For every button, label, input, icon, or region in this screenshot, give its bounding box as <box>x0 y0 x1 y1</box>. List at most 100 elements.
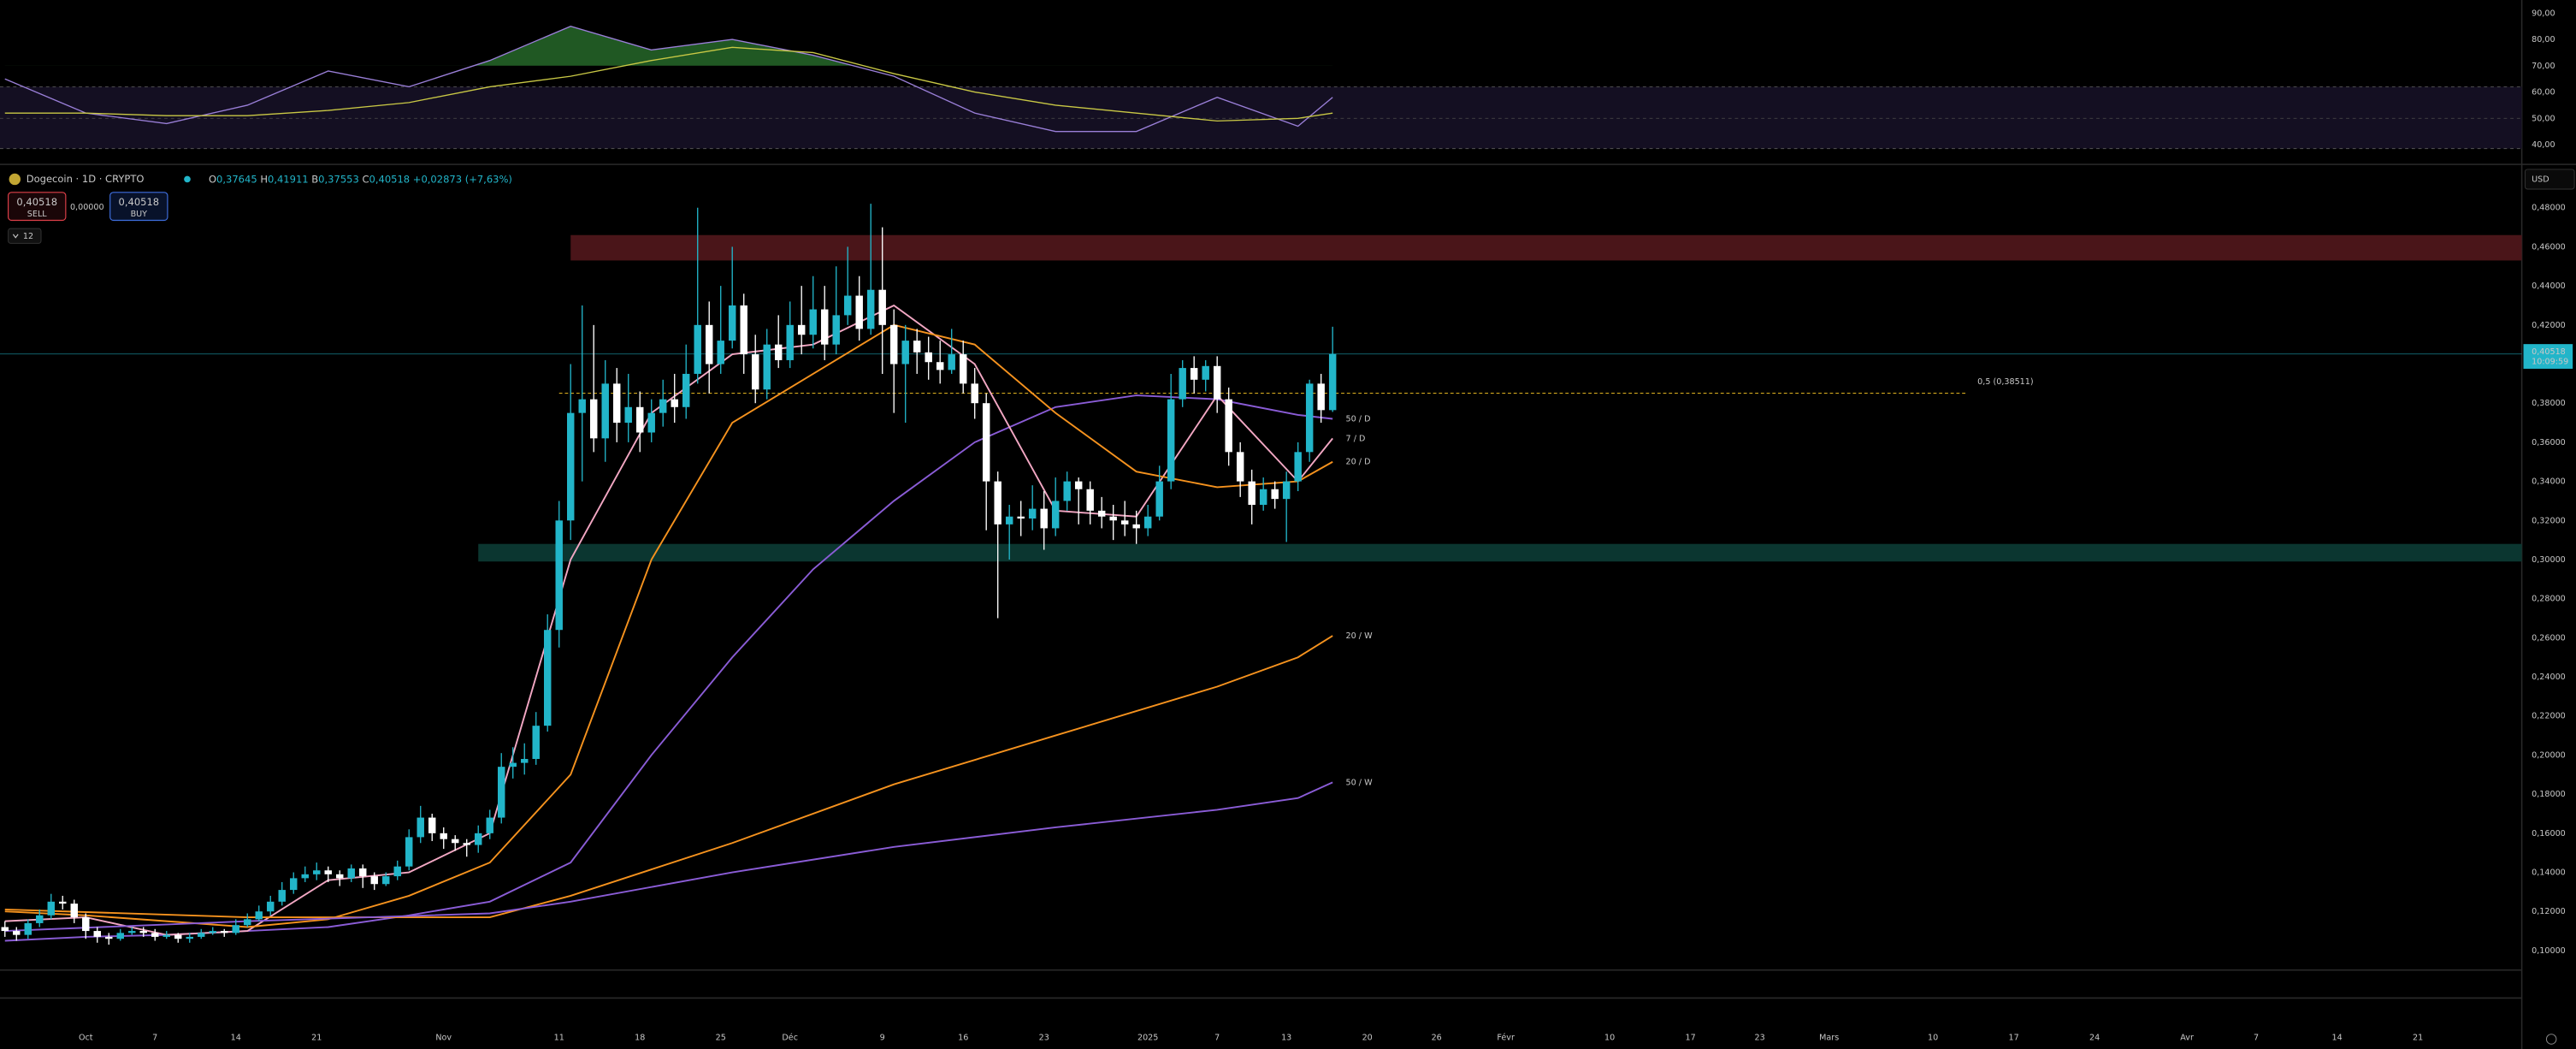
candle-body <box>151 933 159 937</box>
candle-body <box>13 931 21 935</box>
candle-body <box>1179 368 1186 400</box>
candle-body <box>301 874 309 879</box>
x-tick-label: Févr <box>1497 1033 1515 1043</box>
candle-body <box>105 936 113 939</box>
candle-body <box>475 833 482 845</box>
candle-body <box>1028 508 1037 519</box>
candle-body <box>544 630 552 726</box>
candle-body <box>532 726 540 760</box>
currency-button[interactable] <box>2524 169 2575 190</box>
y-tick-label: 0,46000 <box>2532 242 2566 252</box>
y-tick-label: 0,42000 <box>2532 321 2566 330</box>
y-tick-label: 0,24000 <box>2532 673 2566 682</box>
candle-body <box>162 934 170 937</box>
rsi-band <box>0 86 2522 149</box>
sell-label: SELL <box>27 210 47 219</box>
candle-body <box>705 324 713 364</box>
y-tick-label: 0,16000 <box>2532 829 2566 839</box>
candle-body <box>866 289 875 329</box>
ohlc-legend: O0,37645 H0,41911 B0,37553 C0,40518 +0,0… <box>209 173 512 185</box>
candle-body <box>948 354 955 370</box>
candle-body <box>682 373 690 407</box>
x-tick-label: 7 <box>2254 1034 2259 1043</box>
ma-label: 50 / D <box>1346 414 1371 424</box>
candle-body <box>1155 481 1163 517</box>
candle-body <box>24 922 32 935</box>
candle-body <box>278 890 286 902</box>
symbol: Dogecoin · 1D · CRYPTO <box>27 173 145 185</box>
y-tick-label: 0,28000 <box>2532 595 2566 604</box>
candle-body <box>612 383 621 424</box>
candle-body <box>1202 365 1209 380</box>
candle-body <box>717 341 724 364</box>
candle-body <box>971 383 978 404</box>
candle-body <box>728 305 736 341</box>
x-tick-label: 21 <box>311 1034 322 1043</box>
buy-button[interactable] <box>109 192 168 222</box>
candle-body <box>405 837 413 867</box>
fib-label: 0,5 (0,38511) <box>1977 377 2033 387</box>
candle-body <box>1305 383 1314 453</box>
y-tick-label: 0,10000 <box>2532 946 2566 956</box>
x-tick-label: 13 <box>1281 1034 1291 1043</box>
candle-body <box>1109 516 1117 521</box>
candle-body <box>959 354 967 384</box>
candle-body <box>244 919 251 926</box>
candle-body <box>347 868 355 879</box>
candle-body <box>786 324 794 360</box>
candle-body <box>452 839 459 844</box>
x-tick-label: Avr <box>2180 1034 2194 1043</box>
candle-body <box>855 295 863 329</box>
candle-body <box>878 289 886 325</box>
label: O <box>209 173 216 185</box>
candle-body <box>936 362 944 370</box>
x-tick-label: 26 <box>1432 1034 1442 1043</box>
candle-body <box>913 341 921 353</box>
rsi-line <box>4 46 1333 122</box>
candle-body <box>509 762 517 767</box>
candle-body <box>521 759 529 763</box>
candle-body <box>809 309 817 335</box>
value: 0,40518 <box>369 173 411 185</box>
candle-body <box>428 817 436 833</box>
candle-body <box>1259 489 1267 506</box>
candle-body <box>774 344 783 360</box>
candle-body <box>647 412 655 433</box>
candle-body <box>601 383 609 439</box>
candle-body <box>1005 516 1013 524</box>
candle-body <box>1271 489 1279 500</box>
count-button[interactable] <box>8 228 42 244</box>
candle-body <box>1040 508 1048 529</box>
last-price-label: 0,40518 <box>2532 347 2566 357</box>
candle-body <box>1120 520 1129 524</box>
candle-body <box>139 931 147 933</box>
value: 0,37645 <box>216 173 257 185</box>
candle-body <box>671 399 678 407</box>
settings-icon[interactable] <box>2545 1034 2557 1045</box>
candle-body <box>47 901 55 916</box>
candle-body <box>590 399 598 439</box>
candle-body <box>751 354 759 390</box>
candle-body <box>1248 481 1256 506</box>
candle-body <box>1074 481 1083 489</box>
sell-button[interactable] <box>8 192 67 222</box>
y-tick-label: 0,32000 <box>2532 516 2566 525</box>
y-tick-label: 60,00 <box>2532 88 2555 98</box>
candle-body <box>174 934 182 939</box>
candle-body <box>313 870 321 874</box>
x-tick-label: Déc <box>782 1033 798 1043</box>
x-tick-label: 10 <box>1928 1034 1938 1043</box>
candle-body <box>763 344 771 390</box>
rsi-line <box>4 26 1333 133</box>
buy-label: BUY <box>131 210 148 219</box>
candle-body <box>417 817 424 838</box>
candle-body <box>1282 481 1291 500</box>
candle-body <box>1167 399 1175 482</box>
candle-body <box>1 927 9 932</box>
label: C <box>362 173 369 185</box>
x-tick-label: 7 <box>152 1034 157 1043</box>
candle-body <box>232 925 239 933</box>
x-tick-label: 23 <box>1039 1034 1049 1043</box>
candle-body <box>982 403 990 482</box>
